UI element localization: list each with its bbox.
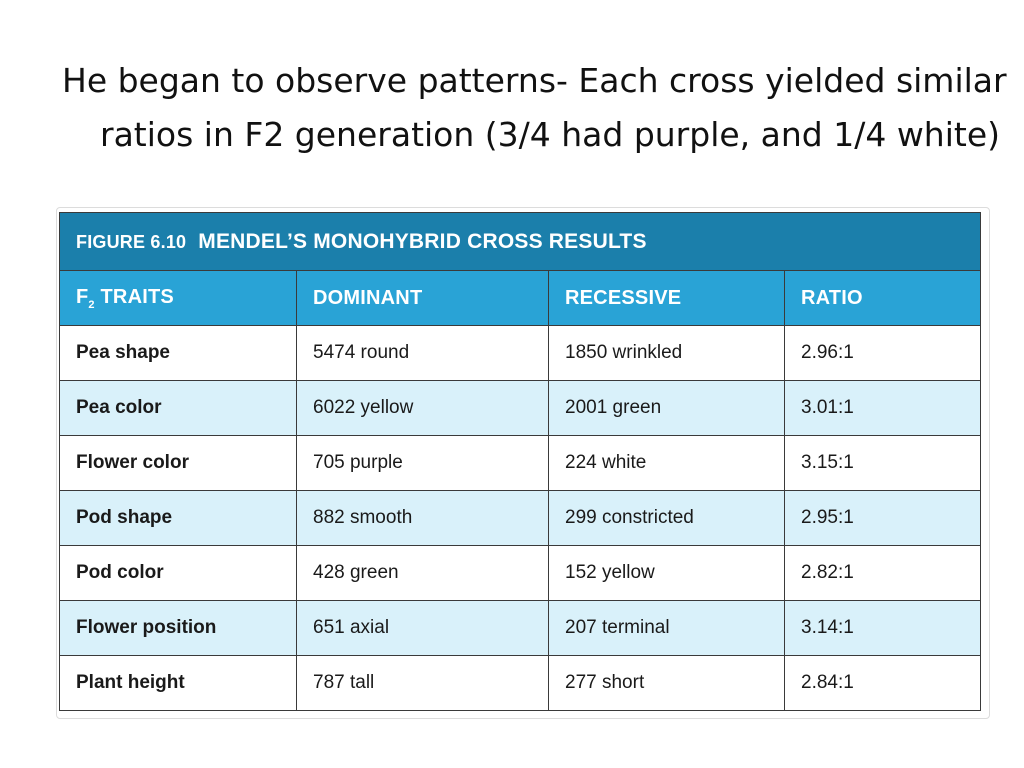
recessive-cell: 2001 green: [548, 380, 785, 436]
header-traits: F2 TRAITS: [59, 270, 297, 326]
header-dominant: DOMINANT: [296, 270, 549, 326]
recessive-cell: 224 white: [548, 435, 785, 491]
ratio-cell: 3.15:1: [783, 435, 982, 491]
figure-title-cell: FIGURE 6.10 MENDEL’S MONOHYBRID CROSS RES…: [58, 212, 982, 271]
header-traits-prefix: F: [76, 285, 89, 308]
ratio-cell: 2.95:1: [783, 490, 982, 546]
trait-cell: Flower position: [59, 600, 297, 656]
dominant-cell: 882 smooth: [296, 490, 549, 546]
table-row: Plant height 787 tall 277 short 2.84:1: [59, 655, 982, 711]
dominant-cell: 428 green: [296, 545, 549, 601]
recessive-cell: 277 short: [548, 655, 785, 711]
header-recessive: RECESSIVE: [548, 270, 785, 326]
ratio-cell: 3.01:1: [783, 380, 982, 436]
dominant-cell: 705 purple: [296, 435, 549, 491]
recessive-cell: 207 terminal: [548, 600, 785, 656]
trait-cell: Pea shape: [59, 325, 297, 381]
recessive-cell: 1850 wrinkled: [548, 325, 785, 381]
header-traits-subscript: 2: [88, 298, 95, 311]
table-row: Pea color 6022 yellow 2001 green 3.01:1: [59, 380, 982, 436]
table-row: Flower color 705 purple 224 white 3.15:1: [59, 435, 982, 491]
figure-label: FIGURE 6.10: [76, 231, 187, 252]
ratio-cell: 3.14:1: [783, 600, 982, 656]
trait-cell: Flower color: [59, 435, 297, 491]
trait-cell: Pea color: [59, 380, 297, 436]
table-row: Pod shape 882 smooth 299 constricted 2.95:1: [59, 490, 982, 546]
table-row: Pod color 428 green 152 yellow 2.82:1: [59, 545, 982, 601]
table-row: Flower position 651 axial 207 terminal 3.14…: [59, 600, 982, 656]
mendel-results-table: FIGURE 6.10 MENDEL’S MONOHYBRID CROSS RES…: [58, 212, 982, 711]
trait-cell: Pod shape: [59, 490, 297, 546]
ratio-cell: 2.82:1: [783, 545, 982, 601]
header-ratio: RATIO: [783, 270, 982, 326]
recessive-cell: 152 yellow: [548, 545, 785, 601]
slide-bullet-text: He began to observe patterns- Each cross…: [62, 61, 1007, 154]
column-header-row: F2 TRAITS DOMINANT RECESSIVE RATIO: [59, 270, 982, 326]
recessive-cell: 299 constricted: [548, 490, 785, 546]
figure-title: MENDEL’S MONOHYBRID CROSS RESULTS: [198, 229, 647, 253]
table-row: Pea shape 5474 round 1850 wrinkled 2.96:1: [59, 325, 982, 381]
trait-cell: Pod color: [59, 545, 297, 601]
ratio-cell: 2.84:1: [783, 655, 982, 711]
dominant-cell: 651 axial: [296, 600, 549, 656]
dominant-cell: 787 tall: [296, 655, 549, 711]
dominant-cell: 6022 yellow: [296, 380, 549, 436]
dominant-cell: 5474 round: [296, 325, 549, 381]
trait-cell: Plant height: [59, 655, 297, 711]
figure-title-row: FIGURE 6.10 MENDEL’S MONOHYBRID CROSS RES…: [58, 212, 982, 271]
header-traits-suffix: TRAITS: [94, 285, 174, 308]
ratio-cell: 2.96:1: [783, 325, 982, 381]
